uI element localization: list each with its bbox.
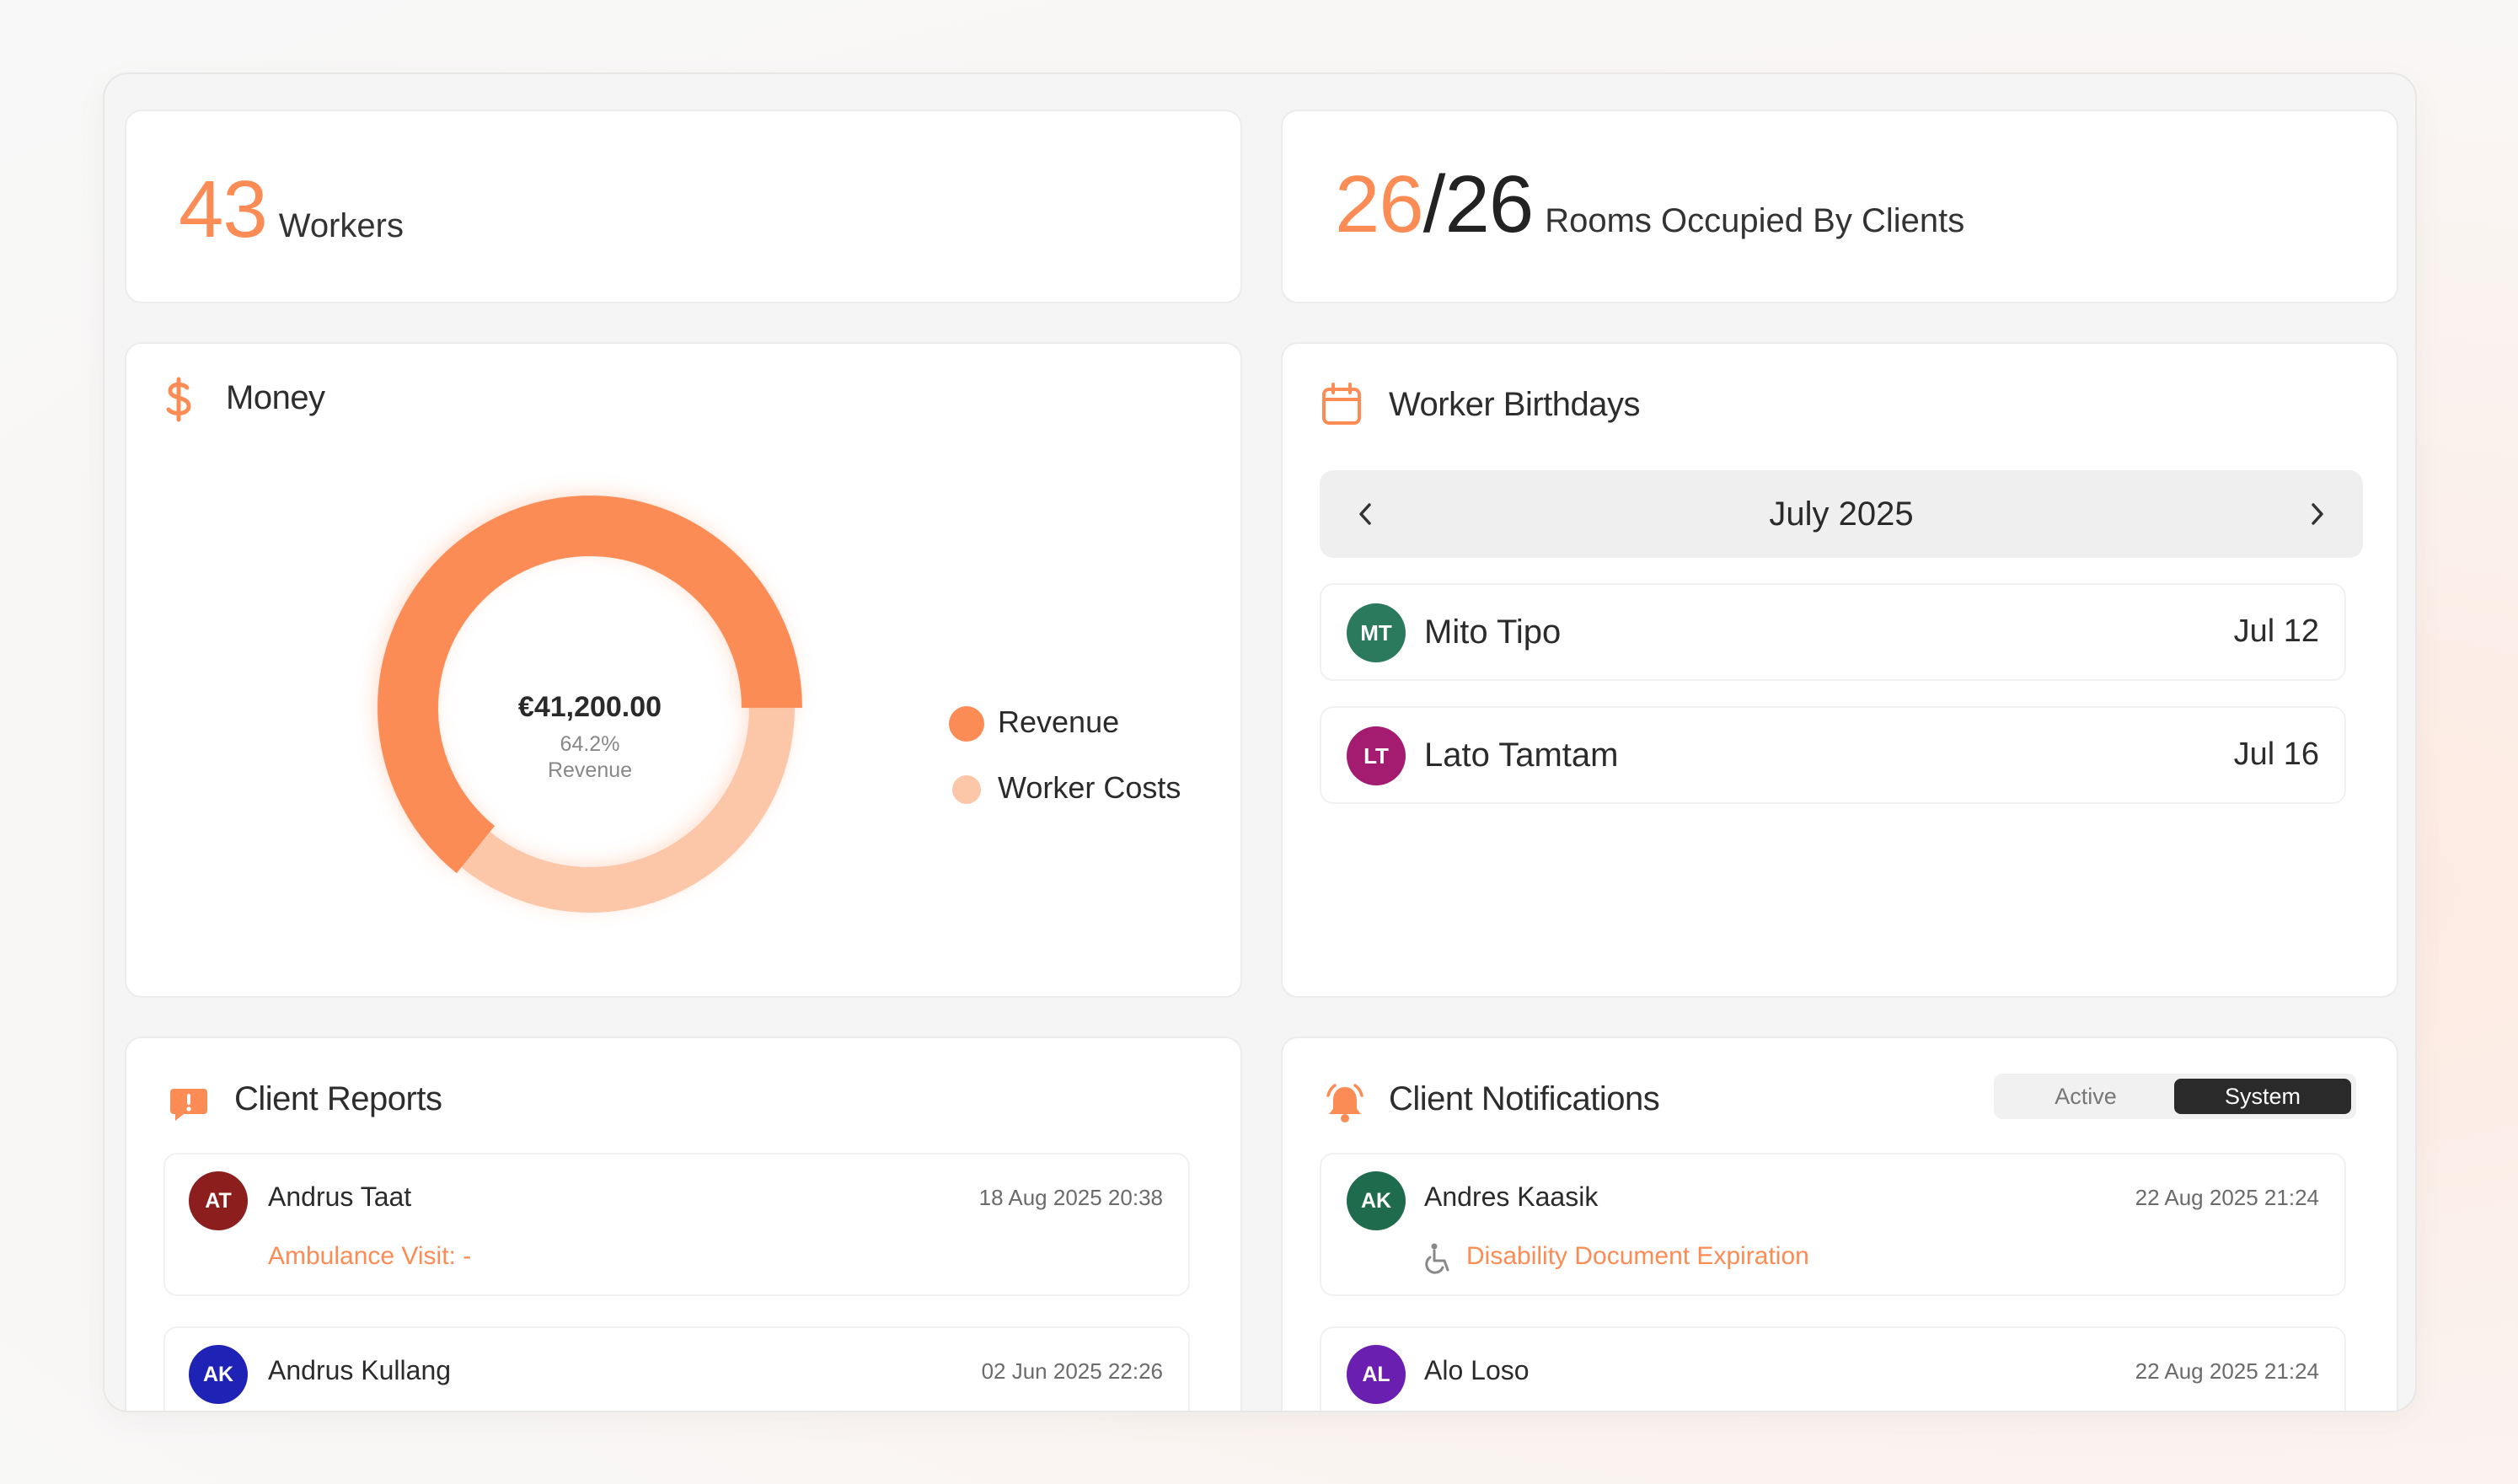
report-client-name: Andrus Kullang <box>268 1355 452 1385</box>
client-notifications-title: Client Notifications <box>1389 1080 1660 1117</box>
notification-row[interactable]: AK Andres Kaasik 22 Aug 2025 21:24 Disab… <box>1320 1153 2346 1296</box>
report-alert-icon <box>170 1089 207 1121</box>
notification-client-name: Alo Loso <box>1424 1355 1530 1385</box>
notification-filter-toggle: Active System <box>1994 1074 2356 1119</box>
client-reports-card: Client Reports AT Andrus Taat 18 Aug 202… <box>125 1037 1242 1411</box>
report-date: 18 Aug 2025 20:38 <box>978 1185 1163 1210</box>
chevron-left-icon[interactable] <box>1355 501 1375 528</box>
chevron-right-icon[interactable] <box>2307 501 2328 528</box>
avatar: MT <box>1347 603 1406 662</box>
dollar-icon <box>166 377 191 422</box>
birthday-date: Jul 12 <box>2233 613 2319 649</box>
calendar-icon <box>1322 383 1361 425</box>
client-reports-title: Client Reports <box>234 1080 442 1117</box>
avatar: AK <box>189 1345 248 1404</box>
donut-center-label: Revenue <box>547 758 633 782</box>
donut-center-value: €41,200.00 <box>517 691 662 723</box>
month-label: July 2025 <box>1769 496 1914 533</box>
avatar: AL <box>1347 1345 1406 1404</box>
workers-stat-card: 43 Workers <box>125 110 1242 303</box>
rooms-stat-card: 26 / 26 Rooms Occupied By Clients <box>1281 110 2398 303</box>
client-notifications-card: Client Notifications Active System AK An… <box>1281 1037 2398 1411</box>
rooms-total-count: 26 <box>1444 159 1534 249</box>
donut-slice-revenue <box>378 496 802 874</box>
donut-center-percent: 64.2% <box>560 732 620 756</box>
dashboard-frame: 43 Workers 26 / 26 Rooms Occupied By Cli… <box>103 72 2417 1412</box>
legend-revenue-dot <box>949 706 984 742</box>
avatar: LT <box>1347 726 1406 785</box>
rooms-label: Rooms Occupied By Clients <box>1545 202 1965 239</box>
legend-worker-costs-dot <box>952 775 981 804</box>
report-row[interactable]: AK Andrus Kullang 02 Jun 2025 22:26 <box>163 1326 1190 1411</box>
birthday-name: Lato Tamtam <box>1424 737 1619 774</box>
report-date: 02 Jun 2025 22:26 <box>981 1358 1163 1384</box>
avatar: AK <box>1347 1171 1406 1230</box>
notification-date: 22 Aug 2025 21:24 <box>2135 1185 2319 1210</box>
donut-slice-worker-costs <box>461 707 795 913</box>
legend-worker-costs-label: Worker Costs <box>998 770 1181 805</box>
notification-date: 22 Aug 2025 21:24 <box>2135 1358 2319 1384</box>
avatar: AT <box>189 1171 248 1230</box>
rooms-occupied-count: 26 <box>1335 159 1424 249</box>
report-row[interactable]: AT Andrus Taat 18 Aug 2025 20:38 Ambulan… <box>163 1153 1190 1296</box>
donut-center: €41,200.00 64.2% Revenue <box>463 691 716 783</box>
birthdays-title: Worker Birthdays <box>1389 386 1641 423</box>
money-card: Money €41,200.00 64.2% Revenue Revenue W… <box>125 342 1242 998</box>
month-selector: July 2025 <box>1320 470 2363 558</box>
notification-row[interactable]: AL Alo Loso 22 Aug 2025 21:24 <box>1320 1326 2346 1411</box>
workers-label: Workers <box>278 207 404 244</box>
wheelchair-icon <box>1425 1243 1449 1274</box>
notification-detail: Disability Document Expiration <box>1466 1242 1809 1270</box>
birthday-row[interactable]: LT Lato Tamtam Jul 16 <box>1320 706 2346 804</box>
report-detail: Ambulance Visit: - <box>268 1242 472 1270</box>
toggle-active[interactable]: Active <box>2055 1084 2117 1109</box>
money-donut-chart <box>378 496 802 913</box>
birthday-date: Jul 16 <box>2233 737 2319 772</box>
rooms-separator: / <box>1422 159 1446 249</box>
legend-revenue-label: Revenue <box>998 704 1120 739</box>
worker-birthdays-card: Worker Birthdays July 2025 MT Mito Tipo … <box>1281 342 2398 998</box>
toggle-system[interactable]: System <box>2174 1079 2351 1114</box>
bell-icon <box>1326 1084 1363 1122</box>
birthday-name: Mito Tipo <box>1424 613 1562 651</box>
birthday-row[interactable]: MT Mito Tipo Jul 12 <box>1320 583 2346 681</box>
report-client-name: Andrus Taat <box>268 1181 412 1212</box>
money-title: Money <box>226 379 325 416</box>
workers-count: 43 <box>179 164 268 254</box>
notification-client-name: Andres Kaasik <box>1424 1181 1599 1212</box>
